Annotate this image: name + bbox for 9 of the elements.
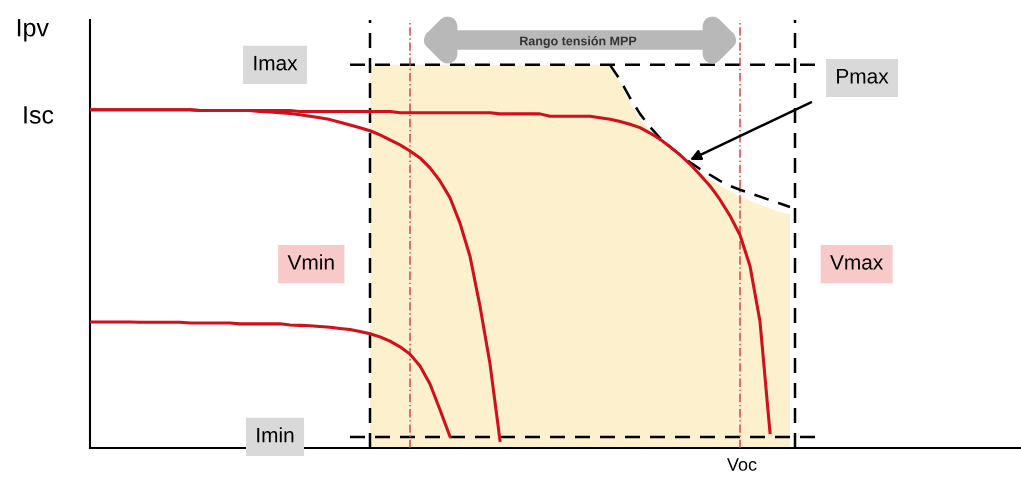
annotation: Vmin — [287, 254, 334, 270]
text: Vmax — [830, 255, 884, 270]
ref-line-label: Imax — [254, 55, 298, 71]
text: Pmax — [837, 69, 889, 84]
ref-line-label: Imin — [257, 427, 294, 443]
y-axis-title: Ipv — [17, 19, 49, 42]
text: Rango tensión MPP — [520, 36, 637, 48]
text: Isc — [24, 106, 54, 124]
text: Voc — [727, 458, 757, 471]
